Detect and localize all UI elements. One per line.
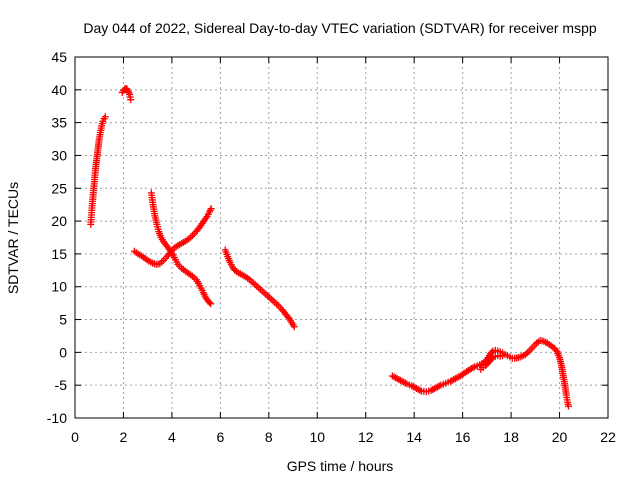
grid-lines bbox=[75, 57, 608, 418]
x-tick-label: 2 bbox=[120, 429, 128, 445]
x-tick-label: 10 bbox=[309, 429, 325, 445]
data-point-marker bbox=[290, 323, 298, 331]
data-point-marker bbox=[565, 402, 573, 410]
series-track-5 bbox=[221, 246, 298, 331]
x-tick-label: 6 bbox=[216, 429, 224, 445]
axis-ticks: 0 2 4 6 8 10 12 14 16 18 20 22 -10 -5 0 5 10 15 20 25 30 35 40… bbox=[47, 49, 616, 445]
y-tick-label: 45 bbox=[51, 49, 67, 65]
data-point-marker bbox=[552, 346, 560, 354]
data-point-marker bbox=[401, 379, 409, 387]
x-tick-label: 14 bbox=[406, 429, 422, 445]
data-point-marker bbox=[435, 382, 443, 390]
data-point-marker bbox=[488, 348, 496, 356]
x-tick-label: 0 bbox=[71, 429, 79, 445]
x-tick-label: 4 bbox=[168, 429, 176, 445]
y-tick-label: 20 bbox=[51, 213, 67, 229]
series-track-3 bbox=[130, 205, 215, 268]
data-point-marker bbox=[165, 246, 173, 254]
y-tick-label: 5 bbox=[59, 312, 67, 328]
plot-frame bbox=[74, 56, 609, 419]
series-track-7 bbox=[477, 352, 507, 373]
y-tick-label: -10 bbox=[47, 410, 67, 426]
y-tick-label: 0 bbox=[59, 344, 67, 360]
data-point-marker bbox=[499, 352, 507, 360]
data-point-marker bbox=[205, 298, 213, 306]
x-tick-label: 20 bbox=[552, 429, 568, 445]
y-tick-label: 30 bbox=[51, 147, 67, 163]
y-tick-label: 35 bbox=[51, 115, 67, 131]
data-point-marker bbox=[488, 355, 496, 363]
data-point-marker bbox=[101, 113, 109, 121]
data-point-marker bbox=[127, 96, 135, 104]
data-point-marker bbox=[284, 313, 292, 321]
x-tick-label: 12 bbox=[358, 429, 374, 445]
x-tick-label: 18 bbox=[503, 429, 519, 445]
data-point-marker bbox=[469, 364, 477, 372]
series-track-2 bbox=[118, 85, 135, 104]
data-point-marker bbox=[416, 386, 424, 394]
y-tick-label: 10 bbox=[51, 279, 67, 295]
x-axis-label: GPS time / hours bbox=[287, 458, 394, 474]
x-tick-label: 22 bbox=[600, 429, 616, 445]
data-point-marker bbox=[207, 205, 215, 213]
data-point-marker bbox=[207, 300, 215, 308]
y-tick-label: 25 bbox=[51, 180, 67, 196]
data-point-marker bbox=[206, 206, 214, 214]
y-tick-label: -5 bbox=[55, 377, 68, 393]
series-track-4 bbox=[147, 189, 215, 308]
x-tick-label: 16 bbox=[455, 429, 471, 445]
data-series bbox=[87, 85, 573, 410]
x-tick-label: 8 bbox=[265, 429, 273, 445]
y-tick-label: 15 bbox=[51, 246, 67, 262]
y-axis-label: SDTVAR / TECUs bbox=[5, 182, 21, 294]
y-tick-label: 40 bbox=[51, 82, 67, 98]
series-track-1 bbox=[87, 113, 109, 228]
chart-title: Day 044 of 2022, Sidereal Day-to-day VTE… bbox=[83, 20, 596, 36]
series-track-6 bbox=[388, 337, 573, 410]
